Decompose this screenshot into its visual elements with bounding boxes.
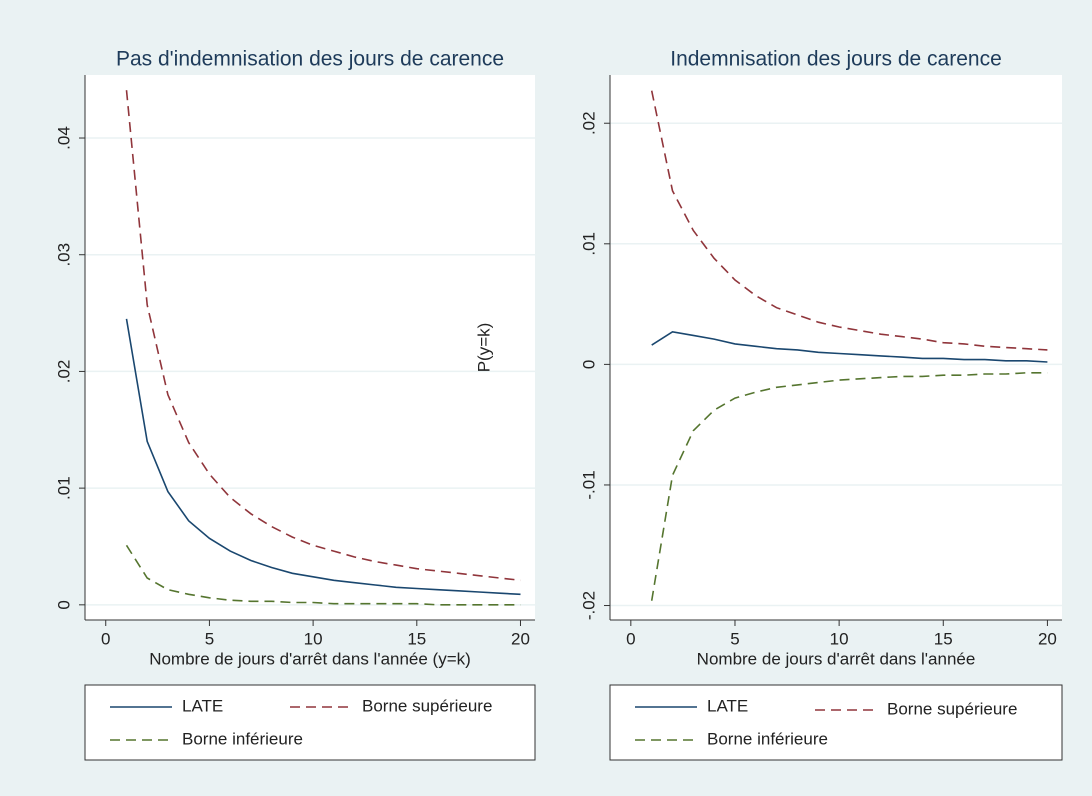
series-line xyxy=(651,330,1048,363)
legend-label: Borne supérieure xyxy=(887,699,1017,718)
y-tick-label: .03 xyxy=(54,243,73,267)
plot-area xyxy=(610,75,1062,620)
x-axis-title: Nombre de jours d'arrêt dans l'année (y=… xyxy=(149,649,471,668)
series-line xyxy=(125,90,521,582)
x-tick-label: 5 xyxy=(205,629,214,648)
legend-label: Borne supérieure xyxy=(362,696,492,715)
y-tick-label: .02 xyxy=(54,360,73,384)
legend xyxy=(609,684,1063,761)
chart-title: Pas d'indemnisation des jours de carence xyxy=(116,48,504,71)
y-tick-label: -.01 xyxy=(579,470,598,499)
x-tick-label: 20 xyxy=(511,629,530,648)
x-tick-label: 15 xyxy=(934,629,953,648)
x-tick-label: 10 xyxy=(304,629,323,648)
x-tick-label: 15 xyxy=(407,629,426,648)
y-tick-label: 0 xyxy=(54,600,73,609)
series-line xyxy=(125,544,521,606)
legend-label: LATE xyxy=(182,696,223,715)
plot-area xyxy=(85,75,535,620)
x-axis-title: Nombre de jours d'arrêt dans l'année xyxy=(697,649,976,668)
x-tick-label: 10 xyxy=(830,629,849,648)
x-tick-label: 0 xyxy=(626,629,635,648)
legend-label: Borne inférieure xyxy=(707,729,828,748)
legend-label: Borne inférieure xyxy=(182,729,303,748)
series-line xyxy=(650,372,1048,601)
chart-title: Indemnisation des jours de carence xyxy=(670,48,1002,71)
x-tick-label: 0 xyxy=(101,629,110,648)
x-tick-label: 5 xyxy=(730,629,739,648)
x-tick-label: 20 xyxy=(1038,629,1057,648)
series-line xyxy=(650,90,1048,351)
y-tick-label: .02 xyxy=(579,111,598,135)
y-tick-label: .01 xyxy=(579,232,598,256)
legend xyxy=(84,684,536,761)
y-tick-label: 0 xyxy=(579,360,598,369)
y-tick-label: -.02 xyxy=(579,591,598,620)
y-axis-title: P(y=k) xyxy=(474,323,493,373)
y-tick-label: .04 xyxy=(54,126,73,150)
legend-label: LATE xyxy=(707,696,748,715)
series-line xyxy=(125,318,521,596)
y-tick-label: .01 xyxy=(54,476,73,500)
